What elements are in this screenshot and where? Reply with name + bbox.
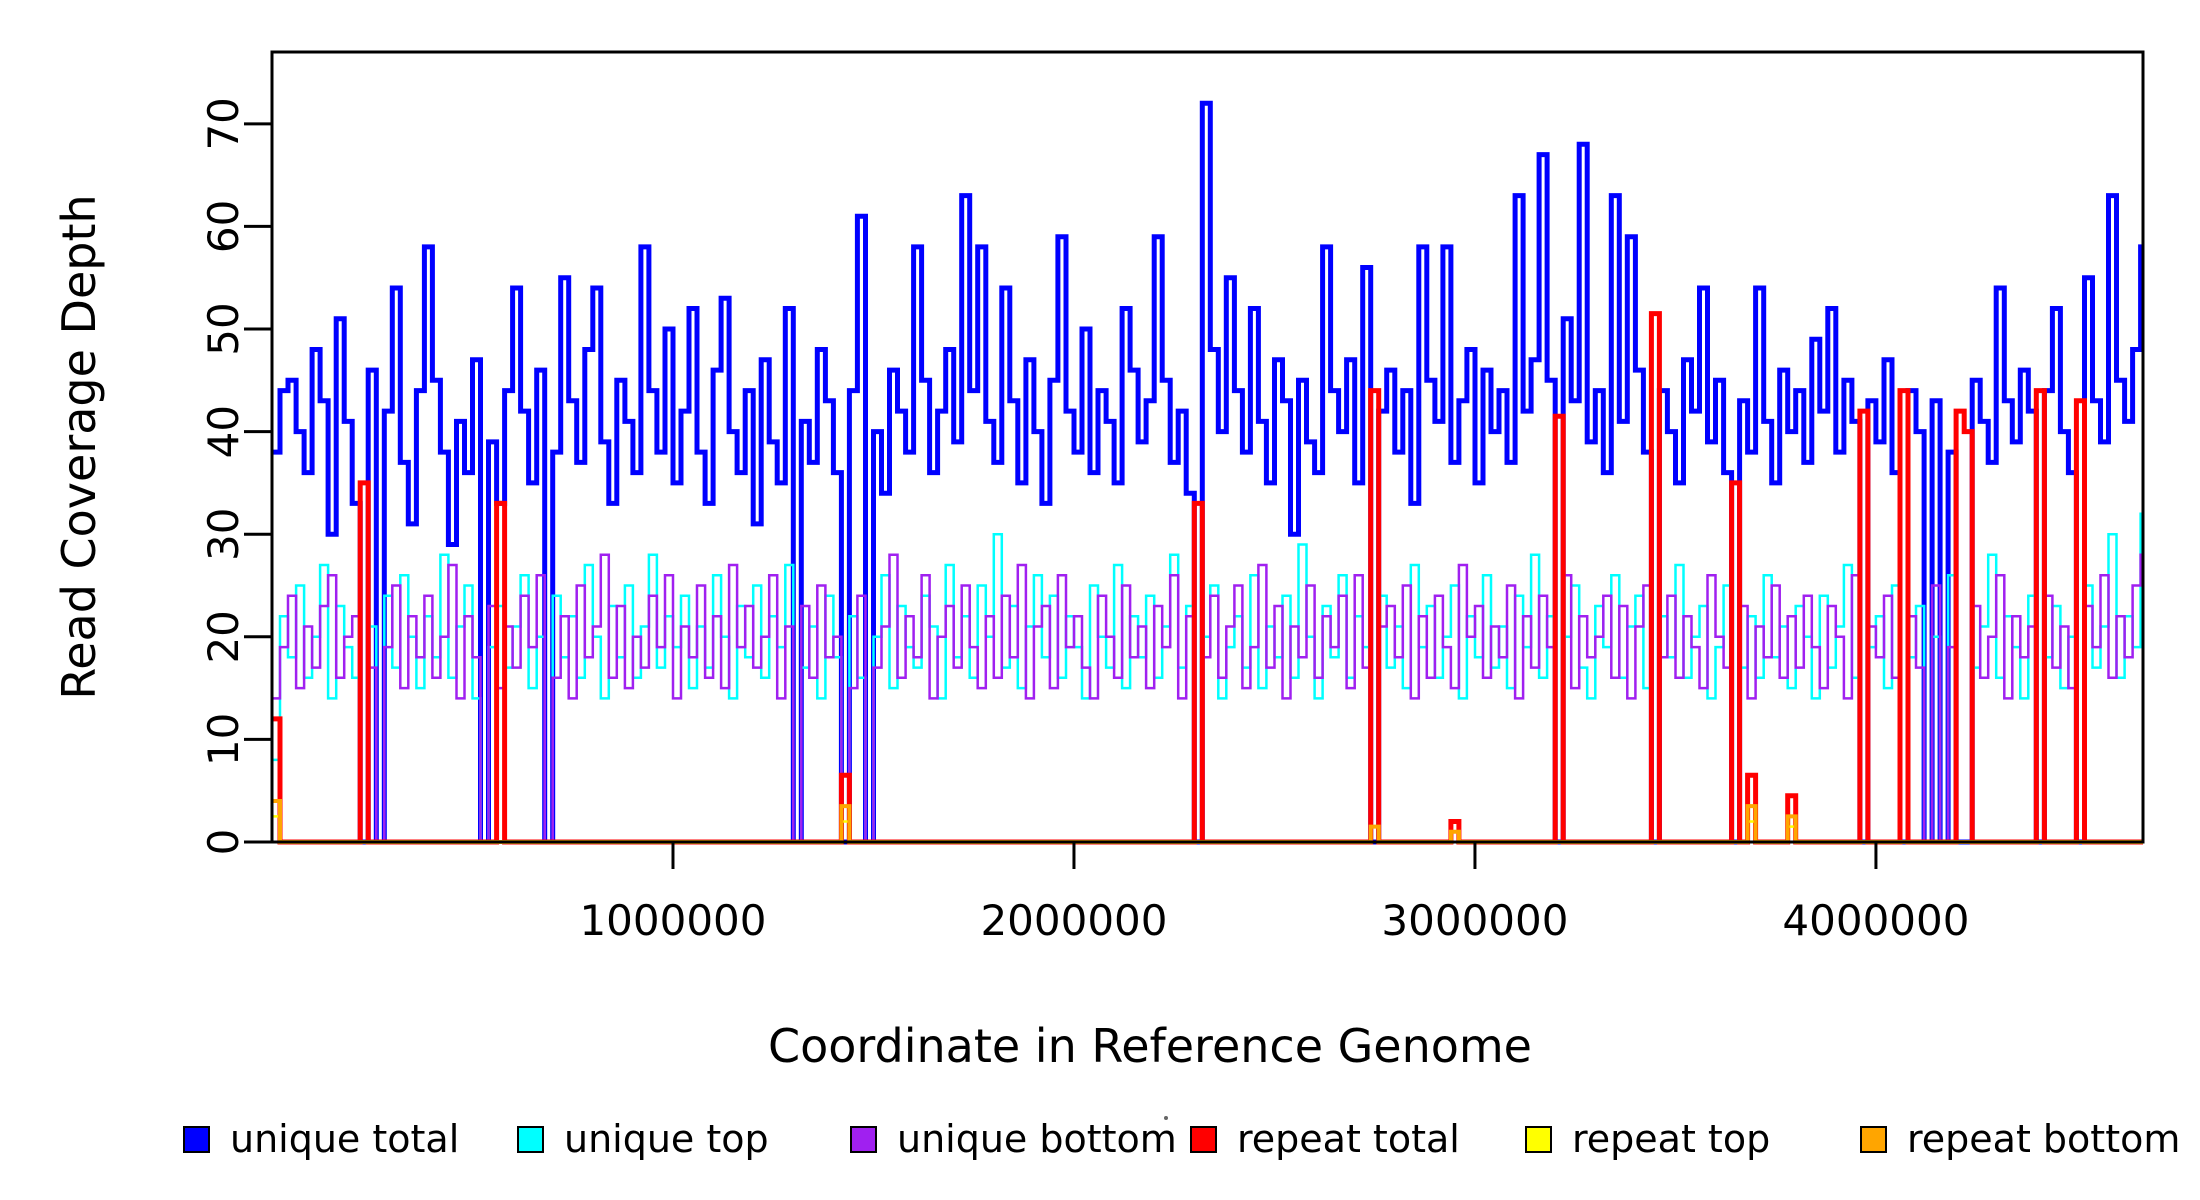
legend-label: repeat bottom: [1907, 1117, 2181, 1161]
series-line-unique-total: [272, 100, 2144, 845]
axis-tick-layer: 1000000 2000000 3000000 4000000 0 10 20 30 40 50 6…: [199, 97, 1969, 945]
x-tick-label: 3000000: [1381, 896, 1568, 945]
legend-label: unique top: [564, 1117, 769, 1161]
legend: unique total unique top unique bottom re…: [0, 1112, 2200, 1172]
legend-item-repeat-total: repeat total: [1190, 1112, 1460, 1166]
legend-label: repeat total: [1237, 1117, 1460, 1161]
y-tick-label: 70: [199, 97, 248, 150]
legend-label: repeat top: [1572, 1117, 1771, 1161]
legend-item-unique-top: unique top: [517, 1112, 769, 1166]
series-layer: [272, 100, 2144, 845]
y-tick-label: 10: [199, 713, 248, 766]
legend-item-unique-total: unique total: [183, 1112, 459, 1166]
y-tick-label: 30: [199, 507, 248, 560]
plot-frame: [270, 50, 2145, 844]
legend-label: unique bottom: [897, 1117, 1177, 1161]
y-tick-label: 0: [199, 829, 248, 856]
stray-dot: [1164, 1116, 1168, 1120]
y-tick-label: 60: [199, 200, 248, 253]
y-axis-title: Read Coverage Depth: [52, 194, 106, 699]
x-axis-title: Coordinate in Reference Genome: [768, 1019, 1532, 1073]
series-line-unique-bottom: [272, 553, 2143, 844]
plot-frame-layer: [270, 50, 2145, 844]
legend-label: unique total: [230, 1117, 460, 1161]
unique-bottom-swatch-icon: [850, 1125, 877, 1153]
legend-item-repeat-bottom: repeat bottom: [1860, 1112, 2180, 1166]
y-tick-label: 50: [199, 302, 248, 355]
unique-top-swatch-icon: [517, 1125, 544, 1153]
y-tick-label: 40: [199, 405, 248, 458]
repeat-total-swatch-icon: [1190, 1125, 1217, 1153]
y-tick-label: 20: [199, 610, 248, 663]
repeat-bottom-swatch-icon: [1860, 1125, 1887, 1153]
x-tick-label: 4000000: [1782, 896, 1969, 945]
legend-item-repeat-top: repeat top: [1525, 1112, 1770, 1166]
unique-total-swatch-icon: [183, 1125, 210, 1153]
legend-item-unique-bottom: unique bottom: [850, 1112, 1177, 1166]
x-tick-label: 2000000: [980, 896, 1167, 945]
repeat-top-swatch-icon: [1525, 1125, 1552, 1153]
x-tick-label: 1000000: [579, 896, 766, 945]
